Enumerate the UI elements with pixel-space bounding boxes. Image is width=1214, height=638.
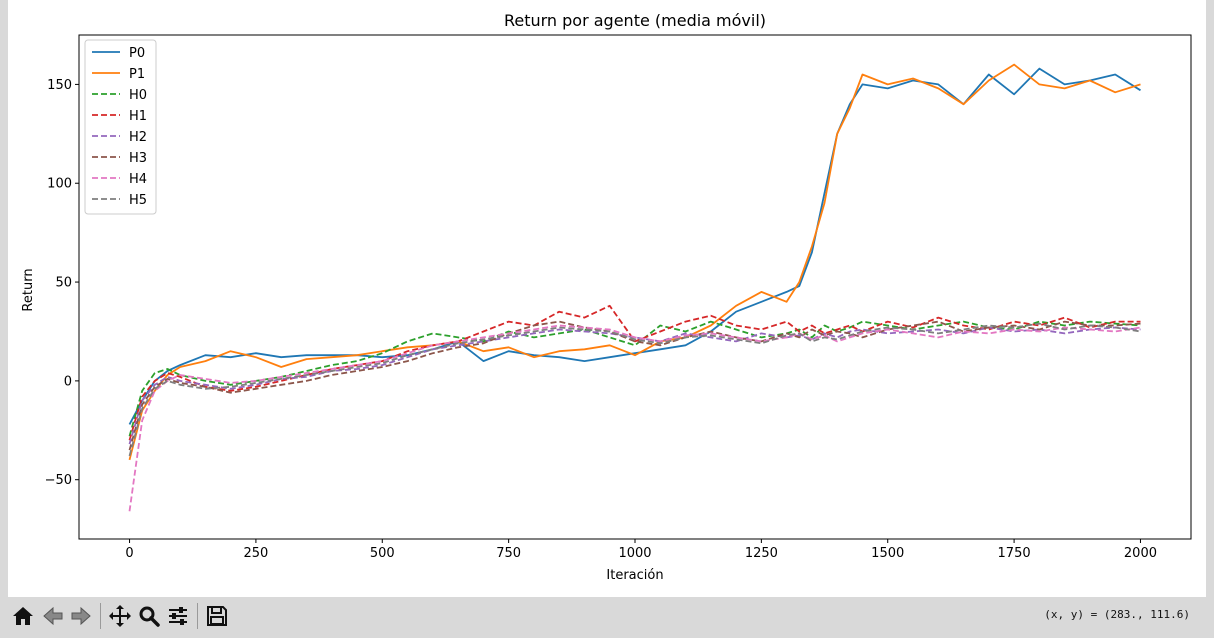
chart-title: Return por agente (media móvil) [504, 11, 766, 30]
x-tick-label: 1750 [998, 546, 1031, 561]
y-tick-label: 100 [47, 177, 72, 192]
x-tick-label: 1500 [871, 546, 904, 561]
x-tick-label: 2000 [1124, 546, 1157, 561]
back-icon[interactable] [40, 603, 66, 629]
x-tick-label: 1250 [745, 546, 778, 561]
legend-frame [84, 39, 157, 215]
y-tick-label: 0 [64, 374, 72, 389]
legend: P0 P1 H0 H1 H2 H3 H4 H5 [84, 39, 157, 215]
line-chart: Return por agente (media móvil) 0 250 500 7… [21, 11, 1192, 583]
save-icon[interactable] [204, 603, 230, 629]
forward-icon[interactable] [68, 603, 94, 629]
series-line-p0 [128, 67, 1141, 425]
legend-label-h5: H5 [129, 193, 147, 208]
legend-label-h4: H4 [129, 172, 147, 187]
x-tick-label: 250 [243, 546, 268, 561]
x-axis-label: Iteración [606, 568, 663, 583]
legend-label-h0: H0 [129, 88, 147, 103]
x-tick-label: 750 [496, 546, 521, 561]
x-tick-label: 0 [125, 546, 133, 561]
legend-label-p0: P0 [129, 46, 145, 61]
navigation-toolbar: (x, y) = (283., 111.6) [0, 597, 1214, 638]
home-icon[interactable] [10, 603, 36, 629]
series-line-h4 [128, 324, 1141, 512]
series-line-h2 [128, 326, 1141, 445]
x-tick-label: 500 [370, 546, 395, 561]
y-tick-label: 150 [47, 78, 72, 93]
figure-canvas: Return por agente (media móvil) 0 250 500 7… [8, 0, 1206, 597]
series-line-h3 [128, 320, 1141, 451]
series-line-h1 [128, 304, 1141, 441]
y-axis-label: Return [21, 268, 36, 311]
toolbar-separator [197, 603, 198, 629]
zoom-icon[interactable] [136, 603, 162, 629]
toolbar-separator [100, 603, 101, 629]
plot-area: 0 250 500 750 1000 1250 1500 1750 2000 −50 0 50 100 1… [45, 34, 1192, 561]
legend-label-h1: H1 [129, 109, 147, 124]
series-group [128, 63, 1141, 512]
series-line-h5 [128, 322, 1141, 457]
series-line-p1 [128, 63, 1141, 461]
y-tick-label: 50 [55, 276, 72, 291]
cursor-coordinates: (x, y) = (283., 111.6) [1044, 608, 1190, 621]
axes-frame [78, 34, 1192, 540]
configure-subplots-icon[interactable] [165, 603, 191, 629]
x-tick-label: 1000 [618, 546, 651, 561]
pan-icon[interactable] [107, 603, 133, 629]
y-tick-label: −50 [45, 473, 72, 488]
legend-label-h2: H2 [129, 130, 147, 145]
legend-label-h3: H3 [129, 151, 147, 166]
legend-label-p1: P1 [129, 67, 145, 82]
series-line-h0 [128, 320, 1141, 437]
